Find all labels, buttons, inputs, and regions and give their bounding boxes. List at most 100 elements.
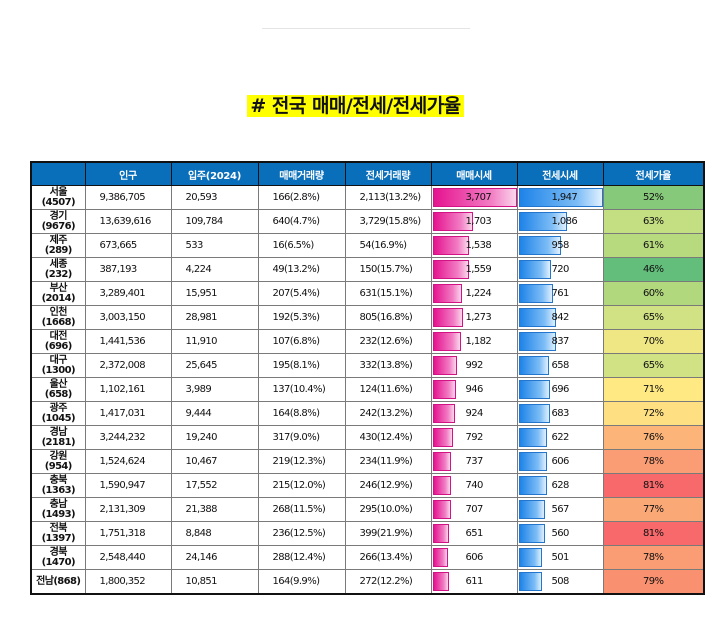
population-cell: 1,102,161 <box>84 377 172 402</box>
sale-price-value: 992 <box>465 360 484 371</box>
supply-cell: 533 <box>170 233 259 258</box>
region-cell: 경남 (2181) <box>30 425 86 450</box>
jeonse-ratio-cell: 65% <box>602 305 705 330</box>
region-code: (1300) <box>41 364 76 376</box>
sale-price-cell: 737 <box>430 449 518 474</box>
region-name: 대구 <box>49 354 68 366</box>
region-cell: 대구 (1300) <box>30 353 86 378</box>
region-name: 대전 <box>49 330 68 342</box>
sale-price-cell: 651 <box>430 521 518 546</box>
supply-cell: 19,240 <box>170 425 259 450</box>
supply-cell: 25,645 <box>170 353 259 378</box>
population-cell: 1,800,352 <box>84 569 172 595</box>
population-cell: 673,665 <box>84 233 172 258</box>
sale-price-bar <box>432 188 517 207</box>
sale-volume-cell: 49(13.2%) <box>257 257 346 282</box>
sale-price-cell: 924 <box>430 401 518 426</box>
supply-cell: 28,981 <box>170 305 259 330</box>
jeonse-price-cell: 622 <box>516 425 604 450</box>
table-row: 대전 (696) 1,441,536 11,910 107(6.8%) 232(12.6%… <box>30 329 705 354</box>
region-cell: 충북 (1363) <box>30 473 86 498</box>
jeonse-price-cell: 761 <box>516 281 604 306</box>
sale-price-cell: 1,182 <box>430 329 518 354</box>
header-jeonse-price: 전세시세 <box>516 161 604 186</box>
population-cell: 2,131,309 <box>84 497 172 522</box>
supply-cell: 9,444 <box>170 401 259 426</box>
jeonse-volume-cell: 631(15.1%) <box>344 281 432 306</box>
header-sale-price: 매매시세 <box>430 161 518 186</box>
jeonse-price-value: 958 <box>551 240 570 251</box>
sale-price-bar <box>432 548 448 567</box>
jeonse-price-cell: 606 <box>516 449 604 474</box>
jeonse-price-bar <box>518 524 545 543</box>
jeonse-price-value: 606 <box>551 456 570 467</box>
table-row: 전북 (1397) 1,751,318 8,848 236(12.5%) 399(21.9… <box>30 521 705 546</box>
sale-volume-cell: 166(2.8%) <box>257 185 346 210</box>
supply-cell: 20,593 <box>170 185 259 210</box>
region-name: 부산 <box>49 282 68 294</box>
region-code: (1397) <box>41 532 76 544</box>
region-cell: 세종 (232) <box>30 257 86 282</box>
jeonse-volume-cell: 124(11.6%) <box>344 377 432 402</box>
jeonse-volume-cell: 3,729(15.8%) <box>344 209 432 234</box>
jeonse-ratio-cell: 63% <box>602 209 705 234</box>
table-row: 인천 (1668) 3,003,150 28,981 192(5.3%) 805(16.8… <box>30 305 705 330</box>
sale-price-cell: 606 <box>430 545 518 570</box>
population-cell: 387,193 <box>84 257 172 282</box>
sale-price-bar <box>432 260 469 279</box>
jeonse-volume-cell: 150(15.7%) <box>344 257 432 282</box>
supply-cell: 8,848 <box>170 521 259 546</box>
jeonse-volume-cell: 246(12.9%) <box>344 473 432 498</box>
sale-price-cell: 992 <box>430 353 518 378</box>
region-cell: 광주 (1045) <box>30 401 86 426</box>
population-cell: 1,441,536 <box>84 329 172 354</box>
jeonse-price-bar <box>518 548 542 567</box>
sale-price-value: 792 <box>465 432 484 443</box>
table-row: 부산 (2014) 3,289,401 15,951 207(5.4%) 631(15.1… <box>30 281 705 306</box>
jeonse-volume-cell: 399(21.9%) <box>344 521 432 546</box>
sale-price-bar <box>432 284 462 303</box>
region-cell: 충남 (1493) <box>30 497 86 522</box>
page-title: # 전국 매매/전세/전세가율 <box>0 91 711 118</box>
region-name: 충북 <box>49 474 68 486</box>
region-cell: 울산 (658) <box>30 377 86 402</box>
sale-price-bar <box>432 500 451 519</box>
region-cell: 강원 (954) <box>30 449 86 474</box>
table-row: 세종 (232) 387,193 4,224 49(13.2%) 150(15.7%) 1,… <box>30 257 705 282</box>
sale-price-value: 1,538 <box>465 240 492 251</box>
jeonse-ratio-cell: 46% <box>602 257 705 282</box>
sale-price-value: 651 <box>465 528 484 539</box>
jeonse-price-bar <box>518 308 556 327</box>
population-cell: 1,590,947 <box>84 473 172 498</box>
supply-cell: 21,388 <box>170 497 259 522</box>
sale-price-bar <box>432 524 449 543</box>
region-code: (696) <box>44 340 73 352</box>
jeonse-volume-cell: 2,113(13.2%) <box>344 185 432 210</box>
jeonse-price-value: 628 <box>551 480 570 491</box>
jeonse-price-bar <box>518 380 550 399</box>
jeonse-price-bar <box>518 452 547 471</box>
table-row: 울산 (658) 1,102,161 3,989 137(10.4%) 124(11.6%… <box>30 377 705 402</box>
region-cell: 전북 (1397) <box>30 521 86 546</box>
jeonse-volume-cell: 430(12.4%) <box>344 425 432 450</box>
table-row: 광주 (1045) 1,417,031 9,444 164(8.8%) 242(13.2%… <box>30 401 705 426</box>
jeonse-price-value: 567 <box>551 504 570 515</box>
region-code: (232) <box>44 268 73 280</box>
table-row: 강원 (954) 1,524,624 10,467 219(12.3%) 234(11.9… <box>30 449 705 474</box>
jeonse-price-bar <box>518 476 547 495</box>
jeonse-ratio-cell: 77% <box>602 497 705 522</box>
region-cell: 전남(868) <box>30 569 86 595</box>
sale-price-bar <box>432 428 453 447</box>
region-code: (2014) <box>41 292 76 304</box>
sale-price-cell: 707 <box>430 497 518 522</box>
region-code: (954) <box>44 460 73 472</box>
population-cell: 3,003,150 <box>84 305 172 330</box>
sale-price-bar <box>432 236 469 255</box>
jeonse-price-cell: 560 <box>516 521 604 546</box>
jeonse-price-bar <box>518 188 603 207</box>
sale-price-value: 946 <box>465 384 484 395</box>
sale-price-cell: 3,707 <box>430 185 518 210</box>
region-code: (1470) <box>41 556 76 568</box>
jeonse-ratio-cell: 72% <box>602 401 705 426</box>
region-name: 광주 <box>49 402 68 414</box>
